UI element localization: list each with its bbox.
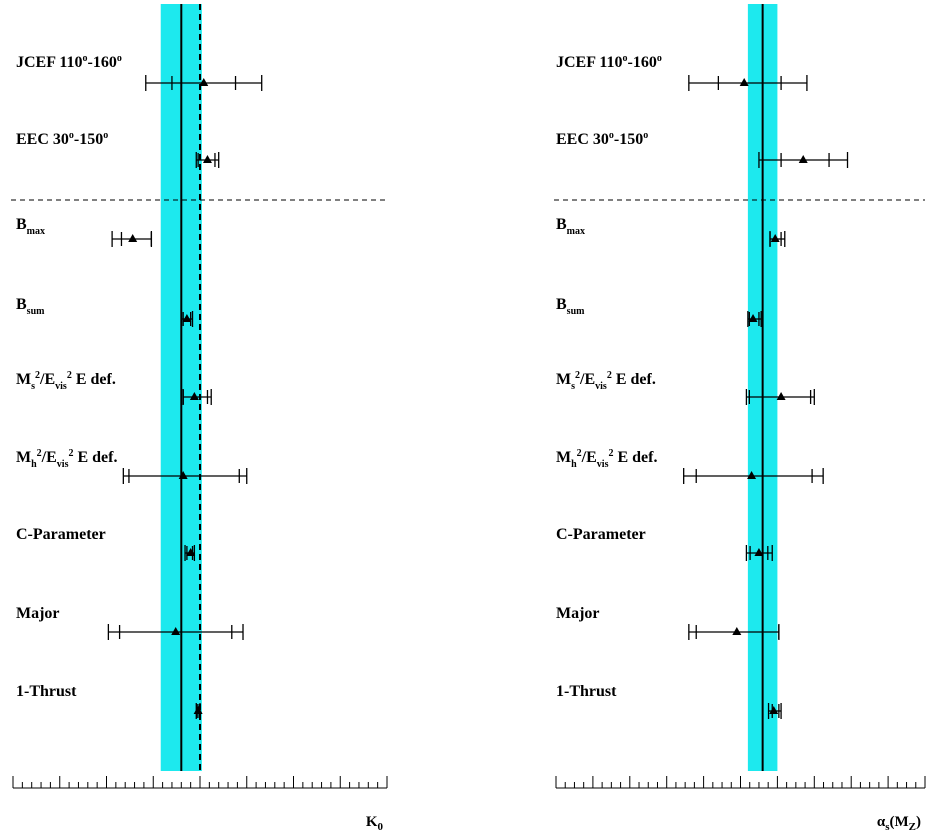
data-point-marker xyxy=(770,234,780,242)
data-point-marker xyxy=(182,314,192,322)
data-point-marker xyxy=(776,392,786,400)
measurement-row: Ms2/Evis2 E def. xyxy=(556,370,815,405)
row-label: Major xyxy=(556,605,600,622)
measurement-row: Mh2/Evis2 E def. xyxy=(16,448,248,484)
measurement-row: Major xyxy=(16,605,244,640)
panel-k0: K0 JCEF 110o-160o EEC 30o-150o Bmax Bsum Ms2/… xyxy=(11,4,388,833)
data-point-marker xyxy=(171,627,181,635)
row-label: EEC 30o-150o xyxy=(16,130,108,148)
data-point-marker xyxy=(178,471,188,479)
measurement-row: Ms2/Evis2 E def. xyxy=(16,370,212,405)
measurement-row: Major xyxy=(556,605,780,640)
data-point-marker xyxy=(202,155,212,163)
row-label: Bsum xyxy=(556,296,585,317)
measurement-row: C-Parameter xyxy=(556,526,773,561)
row-label: Bsum xyxy=(16,296,45,317)
data-point-marker xyxy=(186,548,196,556)
data-point-marker xyxy=(747,471,757,479)
row-label: Mh2/Evis2 E def. xyxy=(16,448,117,470)
measurement-row: JCEF 110o-160o xyxy=(556,53,808,91)
measurement-row: Bmax xyxy=(16,216,153,247)
row-label: Bmax xyxy=(16,216,45,237)
measurement-row: Bmax xyxy=(556,216,786,247)
data-point-marker xyxy=(128,234,138,242)
data-point-marker xyxy=(754,548,764,556)
row-label: Major xyxy=(16,605,60,622)
data-point-marker xyxy=(769,706,779,714)
data-point-marker xyxy=(748,314,758,322)
measurement-row: 1-Thrust xyxy=(16,683,203,719)
row-label: C-Parameter xyxy=(16,526,106,543)
row-label: EEC 30o-150o xyxy=(556,130,648,148)
data-point-marker xyxy=(193,706,203,714)
measurement-row: Mh2/Evis2 E def. xyxy=(556,448,824,484)
x-axis-title: αs(MZ) xyxy=(877,814,921,833)
row-label: Ms2/Evis2 E def. xyxy=(556,370,656,392)
row-label: JCEF 110o-160o xyxy=(556,53,662,71)
row-label: 1-Thrust xyxy=(16,683,77,700)
measurement-row: 1-Thrust xyxy=(556,683,782,719)
row-label: Mh2/Evis2 E def. xyxy=(556,448,657,470)
panel-alphas: αs(MZ) JCEF 110o-160o EEC 30o-150o Bmax Bsum… xyxy=(554,4,926,833)
measurement-row: EEC 30o-150o xyxy=(16,130,220,168)
row-label: 1-Thrust xyxy=(556,683,617,700)
measurement-row: Bsum xyxy=(16,296,194,327)
row-label: JCEF 110o-160o xyxy=(16,53,122,71)
measurement-row: C-Parameter xyxy=(16,526,196,561)
row-label: Bmax xyxy=(556,216,585,237)
x-axis-title: K0 xyxy=(366,814,384,833)
measurement-row: Bsum xyxy=(556,296,762,327)
measurement-row: EEC 30o-150o xyxy=(556,130,849,168)
data-point-marker xyxy=(798,155,808,163)
data-point-marker xyxy=(739,78,749,86)
data-point-marker xyxy=(189,392,199,400)
data-point-marker xyxy=(199,78,209,86)
row-label: Ms2/Evis2 E def. xyxy=(16,370,116,392)
measurement-row: JCEF 110o-160o xyxy=(16,53,263,91)
row-label: C-Parameter xyxy=(556,526,646,543)
data-point-marker xyxy=(732,627,742,635)
